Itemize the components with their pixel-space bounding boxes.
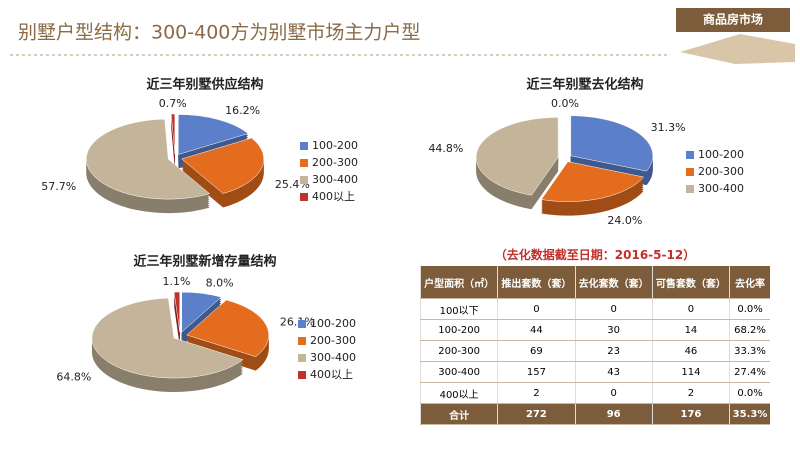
table-cell: 27.4% xyxy=(729,361,770,383)
table-cell: 44 xyxy=(497,319,576,341)
pie-slice xyxy=(570,115,654,172)
table-cell: 0 xyxy=(651,298,730,320)
table-cell: 157 xyxy=(497,361,576,383)
table-row: 合计 272 96 176 35.3% xyxy=(419,403,770,425)
table-note: （去化数据截至日期：2016-5-12） xyxy=(494,248,696,262)
table-cell: 0 xyxy=(497,298,576,320)
pie-slice xyxy=(475,117,559,196)
table-cell: 去化套数（套） xyxy=(574,266,653,299)
table-cell: 46 xyxy=(651,340,730,362)
decor xyxy=(680,34,795,64)
data-label: 31.3% xyxy=(651,121,686,134)
legend-swatch xyxy=(686,185,694,193)
legend-label: 300-400 xyxy=(698,182,744,195)
table-row: 户型面积（㎡） 推出套数（套） 去化套数（套） 可售套数（套） 去化率 xyxy=(419,266,770,299)
legend-swatch xyxy=(300,176,308,184)
table-cell: 33.3% xyxy=(729,340,770,362)
table-cell: 0 xyxy=(574,298,653,320)
table-cell: 69 xyxy=(497,340,576,362)
table-cell: 去化率 xyxy=(729,266,770,299)
data-label: 1.1% xyxy=(162,275,190,288)
data-label: 64.8% xyxy=(56,370,91,383)
legend-swatch xyxy=(298,320,306,328)
data-label: 24.0% xyxy=(607,214,642,227)
data-label: 0.7% xyxy=(159,97,187,110)
legend-swatch xyxy=(300,159,308,167)
pie-slice xyxy=(173,291,181,333)
legend-label: 200-300 xyxy=(312,156,358,169)
table-row: 200-300 69 23 46 33.3% xyxy=(419,340,770,362)
table-cell: 300-400 xyxy=(419,361,498,383)
table-cell: 30 xyxy=(574,319,653,341)
table-cell: 可售套数（套） xyxy=(651,266,730,299)
pie-slice xyxy=(181,291,222,333)
table-cell: 户型面积（㎡） xyxy=(419,266,498,299)
legend-swatch xyxy=(300,142,308,150)
table-cell: 272 xyxy=(497,403,576,425)
table-row: 300-400 157 43 114 27.4% xyxy=(419,361,770,383)
legend-label: 200-300 xyxy=(310,334,356,347)
legend-label: 400以上 xyxy=(310,368,353,381)
data-label: 8.0% xyxy=(206,277,234,290)
legend-swatch xyxy=(298,354,306,362)
tag-box xyxy=(676,8,790,32)
legend-label: 100-200 xyxy=(698,148,744,161)
table-cell: 14 xyxy=(651,319,730,341)
table-row: 100以下 0 0 0 0.0% xyxy=(419,298,770,320)
chart-title: 近三年别墅供应结构 xyxy=(146,77,263,93)
table-cell: 0 xyxy=(574,382,653,404)
table-cell: 114 xyxy=(651,361,730,383)
pie-slice xyxy=(186,299,270,357)
slide-title: 别墅户型结构：300-400方为别墅市场主力户型 xyxy=(18,22,420,44)
tag: 商品房市场 xyxy=(703,12,763,27)
table-cell: 2 xyxy=(497,382,576,404)
pie-slice xyxy=(170,113,176,155)
table-cell: 200-300 xyxy=(419,340,498,362)
legend-label: 400以上 xyxy=(312,190,355,203)
table-cell: 100-200 xyxy=(419,319,498,341)
legend-swatch xyxy=(300,193,308,201)
table-cell: 23 xyxy=(574,340,653,362)
legend-swatch xyxy=(686,151,694,159)
pie-slice xyxy=(181,137,265,194)
chart-title: 近三年别墅新增存量结构 xyxy=(133,254,276,270)
legend-swatch xyxy=(686,168,694,176)
table-cell: 43 xyxy=(574,361,653,383)
table-cell: 400以上 xyxy=(419,382,498,404)
table-cell: 0.0% xyxy=(729,382,770,404)
legend-swatch xyxy=(298,337,306,345)
table-cell: 100以下 xyxy=(419,298,498,320)
table-cell: 35.3% xyxy=(729,403,770,425)
table-cell: 68.2% xyxy=(729,319,770,341)
chart-title: 近三年别墅去化结构 xyxy=(526,77,643,93)
legend-swatch xyxy=(298,371,306,379)
table-row: 400以上 2 0 2 0.0% xyxy=(419,382,770,404)
legend-label: 200-300 xyxy=(698,165,744,178)
pie-slice xyxy=(178,114,249,155)
pie-slice xyxy=(86,118,211,200)
table: 户型面积（㎡） 推出套数（套） 去化套数（套） 可售套数（套） 去化率 100以下 0 0 0 0… xyxy=(419,266,770,425)
data-label: 16.2% xyxy=(225,104,260,117)
pie-slice xyxy=(91,297,244,379)
data-label: 26.1% xyxy=(280,316,315,329)
legend-label: 300-400 xyxy=(310,351,356,364)
table-cell: 176 xyxy=(651,403,730,425)
table-cell: 0.0% xyxy=(729,298,770,320)
data-label: 44.8% xyxy=(428,142,463,155)
table-cell: 96 xyxy=(574,403,653,425)
table-row: 100-200 44 30 14 68.2% xyxy=(419,319,770,341)
pie-slice xyxy=(540,161,645,202)
legend-label: 100-200 xyxy=(310,317,356,330)
legend-label: 300-400 xyxy=(312,173,358,186)
legend-label: 100-200 xyxy=(312,139,358,152)
table-cell: 推出套数（套） xyxy=(497,266,576,299)
table-cell: 2 xyxy=(651,382,730,404)
table-cell: 合计 xyxy=(419,403,498,425)
data-label: 0.0% xyxy=(551,97,579,110)
data-label: 57.7% xyxy=(41,180,76,193)
